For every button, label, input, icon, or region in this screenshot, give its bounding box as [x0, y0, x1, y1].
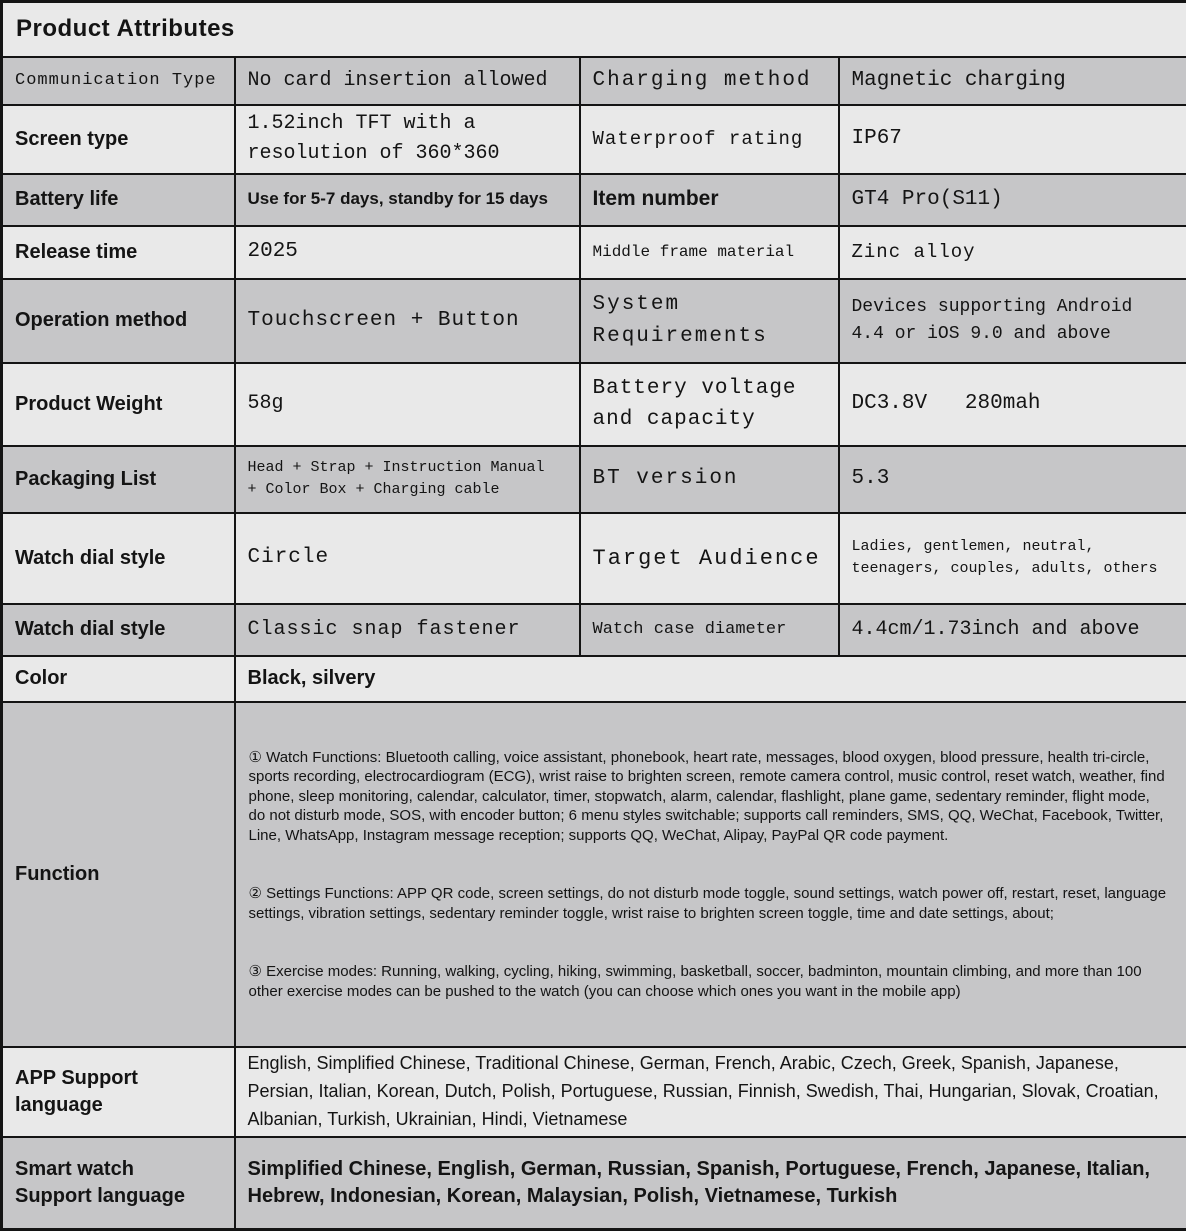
attr-value-release-time: 2025	[235, 226, 580, 279]
attr-label-packaging-list: Packaging List	[2, 446, 235, 513]
attr-label-item-number: Item number	[580, 174, 839, 226]
attr-value-system-requirements: Devices supporting Android 4.4 or iOS 9.…	[839, 279, 1186, 363]
table-row: Watch dial style Circle Target Audience …	[2, 513, 1186, 604]
attr-label-color: Color	[2, 656, 235, 702]
attr-value-bt-version: 5.3	[839, 446, 1186, 513]
attr-value-smart-watch-support-language: Simplified Chinese, English, German, Rus…	[235, 1137, 1186, 1229]
attr-value-communication-type: No card insertion allowed	[235, 57, 580, 105]
attr-label-battery-life: Battery life	[2, 174, 235, 226]
attr-label-target-audience: Target Audience	[580, 513, 839, 604]
attr-value-screen-type: 1.52inch TFT with a resolution of 360*36…	[235, 105, 580, 174]
attr-label-screen-type: Screen type	[2, 105, 235, 174]
table-row: Packaging List Head + Strap + Instructio…	[2, 446, 1186, 513]
function-exercise-modes: ③ Exercise modes: Running, walking, cycl…	[249, 962, 1169, 1001]
attr-value-waterproof-rating: IP67	[839, 105, 1186, 174]
attr-label-release-time: Release time	[2, 226, 235, 279]
table-row: Screen type 1.52inch TFT with a resoluti…	[2, 105, 1186, 174]
attr-label-battery-voltage-capacity: Battery voltage and capacity	[580, 363, 839, 446]
attr-value-app-support-language: English, Simplified Chinese, Traditional…	[235, 1047, 1186, 1137]
table-row: Communication Type No card insertion all…	[2, 57, 1186, 105]
attr-label-watch-case-diameter: Watch case diameter	[580, 604, 839, 656]
attr-label-charging-method: Charging method	[580, 57, 839, 105]
table-row: Battery life Use for 5-7 days, standby f…	[2, 174, 1186, 226]
function-settings-functions: ② Settings Functions: APP QR code, scree…	[249, 884, 1169, 923]
attr-label-app-support-language: APP Support language	[2, 1047, 235, 1137]
attr-value-watch-dial-style-2: Classic snap fastener	[235, 604, 580, 656]
table-row: Operation method Touchscreen + Button Sy…	[2, 279, 1186, 363]
attr-value-target-audience: Ladies, gentlemen, neutral, teenagers, c…	[839, 513, 1186, 604]
table-row: Release time 2025 Middle frame material …	[2, 226, 1186, 279]
attr-label-watch-dial-style-2: Watch dial style	[2, 604, 235, 656]
attr-value-function: ① Watch Functions: Bluetooth calling, vo…	[235, 702, 1186, 1048]
attr-value-charging-method: Magnetic charging	[839, 57, 1186, 105]
table-row: Watch dial style Classic snap fastener W…	[2, 604, 1186, 656]
attr-value-battery-voltage-capacity: DC3.8V 280mah	[839, 363, 1186, 446]
table-row: Function ① Watch Functions: Bluetooth ca…	[2, 702, 1186, 1048]
attr-value-color: Black, silvery	[235, 656, 1186, 702]
attr-label-watch-dial-style: Watch dial style	[2, 513, 235, 604]
attr-label-bt-version: BT version	[580, 446, 839, 513]
function-watch-functions: ① Watch Functions: Bluetooth calling, vo…	[249, 748, 1169, 846]
attr-label-waterproof-rating: Waterproof rating	[580, 105, 839, 174]
attr-label-system-requirements: System Requirements	[580, 279, 839, 363]
attr-value-watch-case-diameter: 4.4cm/1.73inch and above	[839, 604, 1186, 656]
attr-label-middle-frame-material: Middle frame material	[580, 226, 839, 279]
table-row: Product Attributes	[2, 2, 1186, 57]
attr-value-middle-frame-material: Zinc alloy	[839, 226, 1186, 279]
attr-label-communication-type: Communication Type	[2, 57, 235, 105]
attr-value-battery-life: Use for 5-7 days, standby for 15 days	[235, 174, 580, 226]
attr-value-watch-dial-style: Circle	[235, 513, 580, 604]
attr-value-operation-method: Touchscreen + Button	[235, 279, 580, 363]
table-title: Product Attributes	[2, 2, 1186, 57]
table-row: Smart watch Support language Simplified …	[2, 1137, 1186, 1229]
attr-label-function: Function	[2, 702, 235, 1048]
table-row: Product Weight 58g Battery voltage and c…	[2, 363, 1186, 446]
table-row: APP Support language English, Simplified…	[2, 1047, 1186, 1137]
attr-value-packaging-list: Head + Strap + Instruction Manual + Colo…	[235, 446, 580, 513]
attr-label-operation-method: Operation method	[2, 279, 235, 363]
table-row: Color Black, silvery	[2, 656, 1186, 702]
attr-value-product-weight: 58g	[235, 363, 580, 446]
attr-value-item-number: GT4 Pro(S11)	[839, 174, 1186, 226]
attr-label-smart-watch-support-language: Smart watch Support language	[2, 1137, 235, 1229]
attr-label-product-weight: Product Weight	[2, 363, 235, 446]
